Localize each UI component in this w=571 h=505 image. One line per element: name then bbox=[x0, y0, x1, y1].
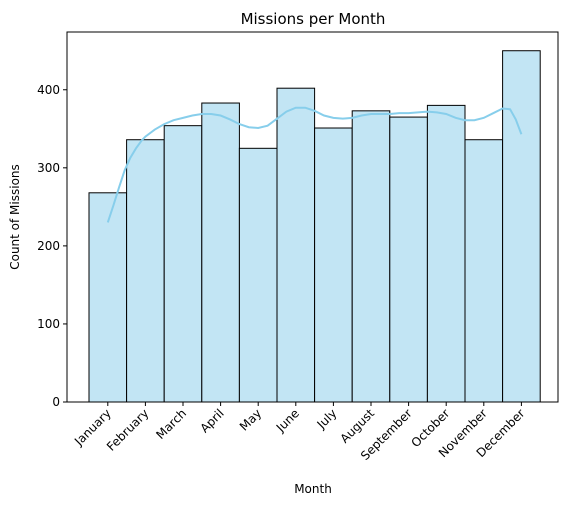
bars-group bbox=[88, 50, 541, 403]
bar-may bbox=[238, 147, 278, 403]
y-axis-label: Count of Missions bbox=[8, 164, 22, 270]
kde-curve bbox=[106, 106, 523, 223]
y-tick-label: 300 bbox=[37, 161, 60, 175]
x-tick-label-april: April bbox=[197, 406, 226, 435]
y-tick-label: 200 bbox=[37, 239, 60, 253]
x-tick-label-july: July bbox=[314, 406, 340, 432]
bar-october bbox=[426, 104, 466, 403]
x-tick-label-may: May bbox=[237, 406, 264, 433]
y-tick-label: 100 bbox=[37, 317, 60, 331]
y-tick-label: 400 bbox=[37, 83, 60, 97]
bar-september bbox=[389, 116, 428, 403]
chart-title: Missions per Month bbox=[241, 10, 386, 28]
bar-january bbox=[88, 192, 128, 403]
bar-august bbox=[351, 110, 391, 403]
bar-february bbox=[126, 139, 165, 403]
x-tick-label-june: June bbox=[273, 406, 302, 435]
bar-june bbox=[276, 87, 316, 403]
bar-november bbox=[464, 139, 504, 403]
y-tick-label: 0 bbox=[52, 395, 60, 409]
plot-frame bbox=[66, 31, 559, 403]
bar-december bbox=[502, 50, 541, 403]
bar-april bbox=[201, 102, 240, 403]
bar-july bbox=[314, 127, 353, 403]
x-tick-label-march: March bbox=[153, 406, 189, 442]
bar-march bbox=[163, 125, 203, 403]
x-axis-label: Month bbox=[294, 482, 332, 496]
